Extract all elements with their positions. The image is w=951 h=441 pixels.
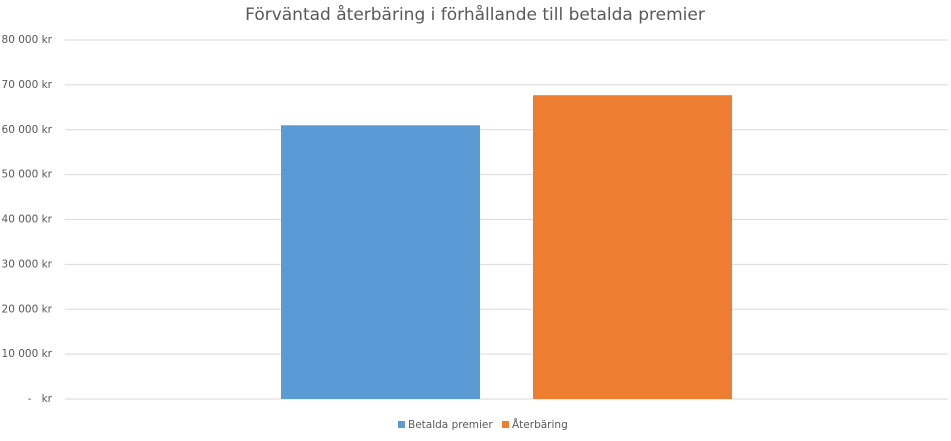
y-tick-label: 80 000 kr: [2, 34, 53, 46]
bar: [533, 95, 732, 399]
legend-swatch: [398, 421, 405, 428]
y-tick-label: 50 000 kr: [2, 169, 53, 181]
y-tick-label: 10 000 kr: [2, 348, 53, 360]
bar: [281, 125, 480, 399]
chart-title: Förväntad återbäring i förhållande till …: [245, 4, 705, 25]
y-tick-label: 60 000 kr: [2, 124, 53, 136]
y-tick-label: 40 000 kr: [2, 214, 53, 226]
y-tick-label: 20 000 kr: [2, 303, 53, 315]
legend-label: Betalda premier: [408, 419, 493, 431]
y-tick-label: - kr: [28, 393, 53, 405]
legend-swatch: [502, 421, 509, 428]
y-tick-label: 30 000 kr: [2, 258, 53, 270]
y-tick-label: 70 000 kr: [2, 79, 53, 91]
legend-label: Återbäring: [512, 418, 568, 431]
